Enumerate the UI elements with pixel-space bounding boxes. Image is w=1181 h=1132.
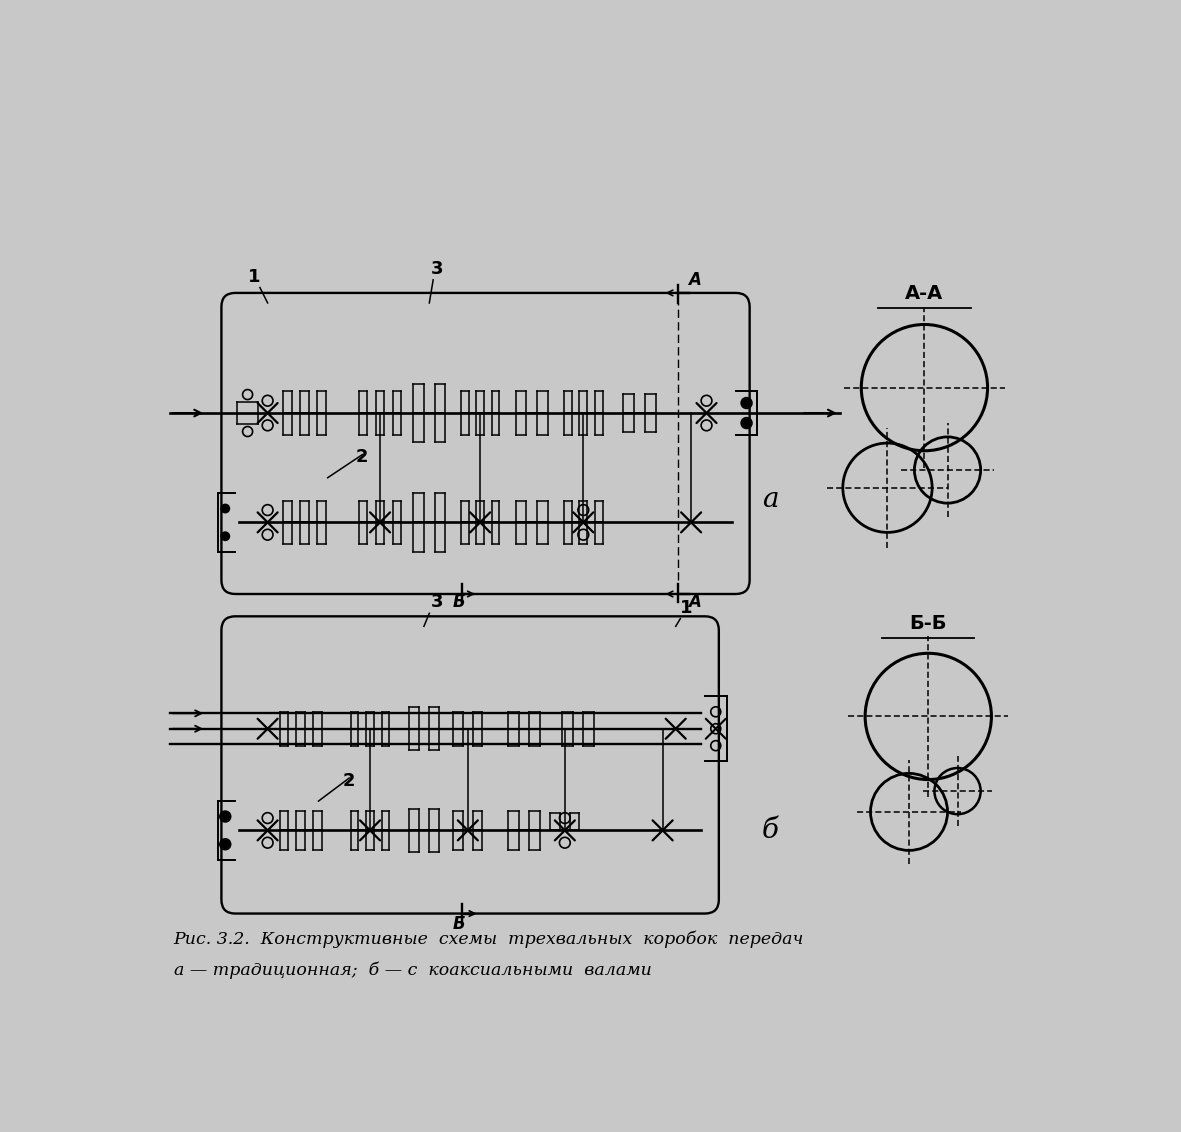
Text: 3: 3 <box>431 593 443 611</box>
Text: 2: 2 <box>357 448 368 466</box>
Circle shape <box>743 419 751 427</box>
Text: А: А <box>689 593 702 611</box>
Circle shape <box>221 840 229 849</box>
Text: Б-Б: Б-Б <box>909 614 947 633</box>
Text: 3: 3 <box>431 260 443 278</box>
Circle shape <box>221 532 229 540</box>
Circle shape <box>221 813 229 821</box>
Text: 1: 1 <box>679 599 692 617</box>
Text: б: б <box>762 817 779 844</box>
Text: а: а <box>762 486 778 513</box>
Text: Рис. 3.2.  Конструктивные  схемы  трехвальных  коробок  передач: Рис. 3.2. Конструктивные схемы трехвальн… <box>174 931 804 949</box>
Text: Б: Б <box>452 593 465 611</box>
Text: А-А: А-А <box>906 284 944 303</box>
Text: а — традиционная;  б — с  коаксиальными  валами: а — традиционная; б — с коаксиальными ва… <box>174 962 652 979</box>
Circle shape <box>221 504 229 513</box>
Text: 1: 1 <box>248 268 261 286</box>
Circle shape <box>743 398 751 408</box>
Text: А: А <box>689 272 702 289</box>
Text: Б: Б <box>452 915 465 933</box>
Text: 2: 2 <box>342 772 355 790</box>
